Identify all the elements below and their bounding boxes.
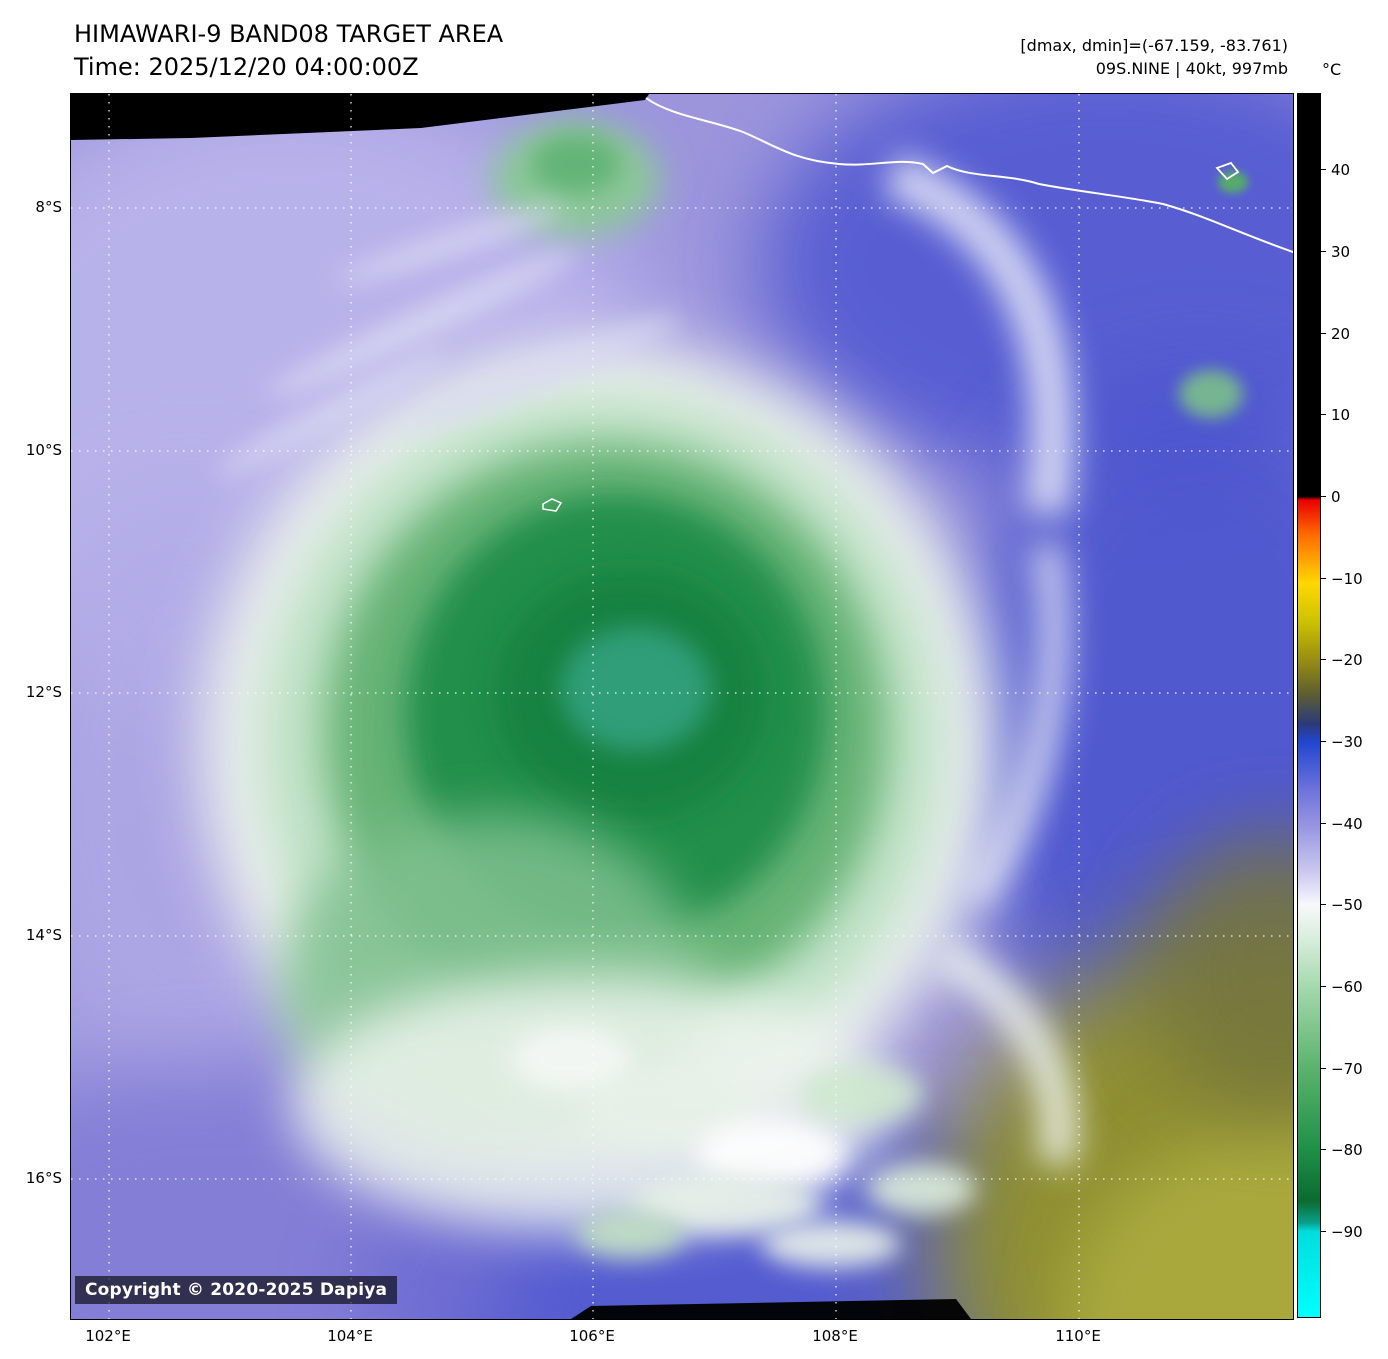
colorbar-tick-label: 30: [1320, 243, 1388, 261]
scan-edge-bottom: [571, 1299, 971, 1319]
coastline-path: [542, 97, 1293, 512]
fragmented-clouds: [511, 1027, 976, 1268]
lon-tick-label: 108°E: [812, 1327, 858, 1345]
colorbar-tick-label: −70: [1320, 1060, 1388, 1078]
copyright-badge: Copyright © 2020-2025 Dapiya: [75, 1276, 398, 1304]
satellite-image-panel: [70, 93, 1294, 1320]
lat-tick-label: 8°S: [35, 198, 62, 216]
north-clouds: [216, 121, 1248, 477]
colorbar-tick-label: 20: [1320, 325, 1388, 343]
warm-surface-region: [931, 834, 1293, 1319]
page-title: HIMAWARI-9 BAND08 TARGET AREA: [74, 20, 504, 48]
dmax-dmin-readout: [dmax, dmin]=(-67.159, -83.761): [1020, 36, 1288, 55]
lat-tick-label: 10°S: [25, 441, 62, 459]
storm-info: 09S.NINE | 40kt, 997mb: [1095, 59, 1288, 79]
lat-tick-label: 14°S: [25, 926, 62, 944]
colorbar-tick-label: −30: [1320, 733, 1388, 751]
colorbar-tick-label: 0: [1320, 488, 1388, 506]
lon-tick-label: 102°E: [85, 1327, 131, 1345]
lon-tick-label: 106°E: [569, 1327, 615, 1345]
colorbar-tick-label: −90: [1320, 1223, 1388, 1241]
colorbar-tick-label: 40: [1320, 161, 1388, 179]
colorbar-ticks: 40 30 20 10 0 −10 −20 −30 −40 −50 −60 −7…: [1297, 93, 1387, 1318]
lat-tick-label: 16°S: [25, 1169, 62, 1187]
island-outline-ne: [1215, 161, 1240, 181]
island-outline-center: [542, 498, 563, 512]
spiral-bands: [882, 153, 1078, 1168]
header-left: HIMAWARI-9 BAND08 TARGET AREA Time: 2025…: [74, 18, 503, 84]
colorbar-tick-label: −60: [1320, 978, 1388, 996]
temperature-colorbar: [1297, 93, 1321, 1318]
scan-edge-top: [71, 94, 649, 140]
colorbar-tick-label: −50: [1320, 896, 1388, 914]
colorbar-tick-label: 10: [1320, 406, 1388, 424]
colorbar-tick-label: −20: [1320, 651, 1388, 669]
colorbar-unit-label: °C: [1322, 60, 1342, 79]
lat-tick-label: 12°S: [25, 683, 62, 701]
timestamp: Time: 2025/12/20 04:00:00Z: [74, 53, 419, 82]
lon-tick-label: 104°E: [327, 1327, 373, 1345]
satellite-image: [71, 94, 1293, 1319]
header-right: [dmax, dmin]=(-67.159, -83.761) 09S.NINE…: [868, 34, 1288, 80]
colorbar-tick-label: −80: [1320, 1141, 1388, 1159]
lon-tick-label: 110°E: [1055, 1327, 1101, 1345]
colorbar-tick-label: −10: [1320, 570, 1388, 588]
colorbar-tick-label: −40: [1320, 815, 1388, 833]
